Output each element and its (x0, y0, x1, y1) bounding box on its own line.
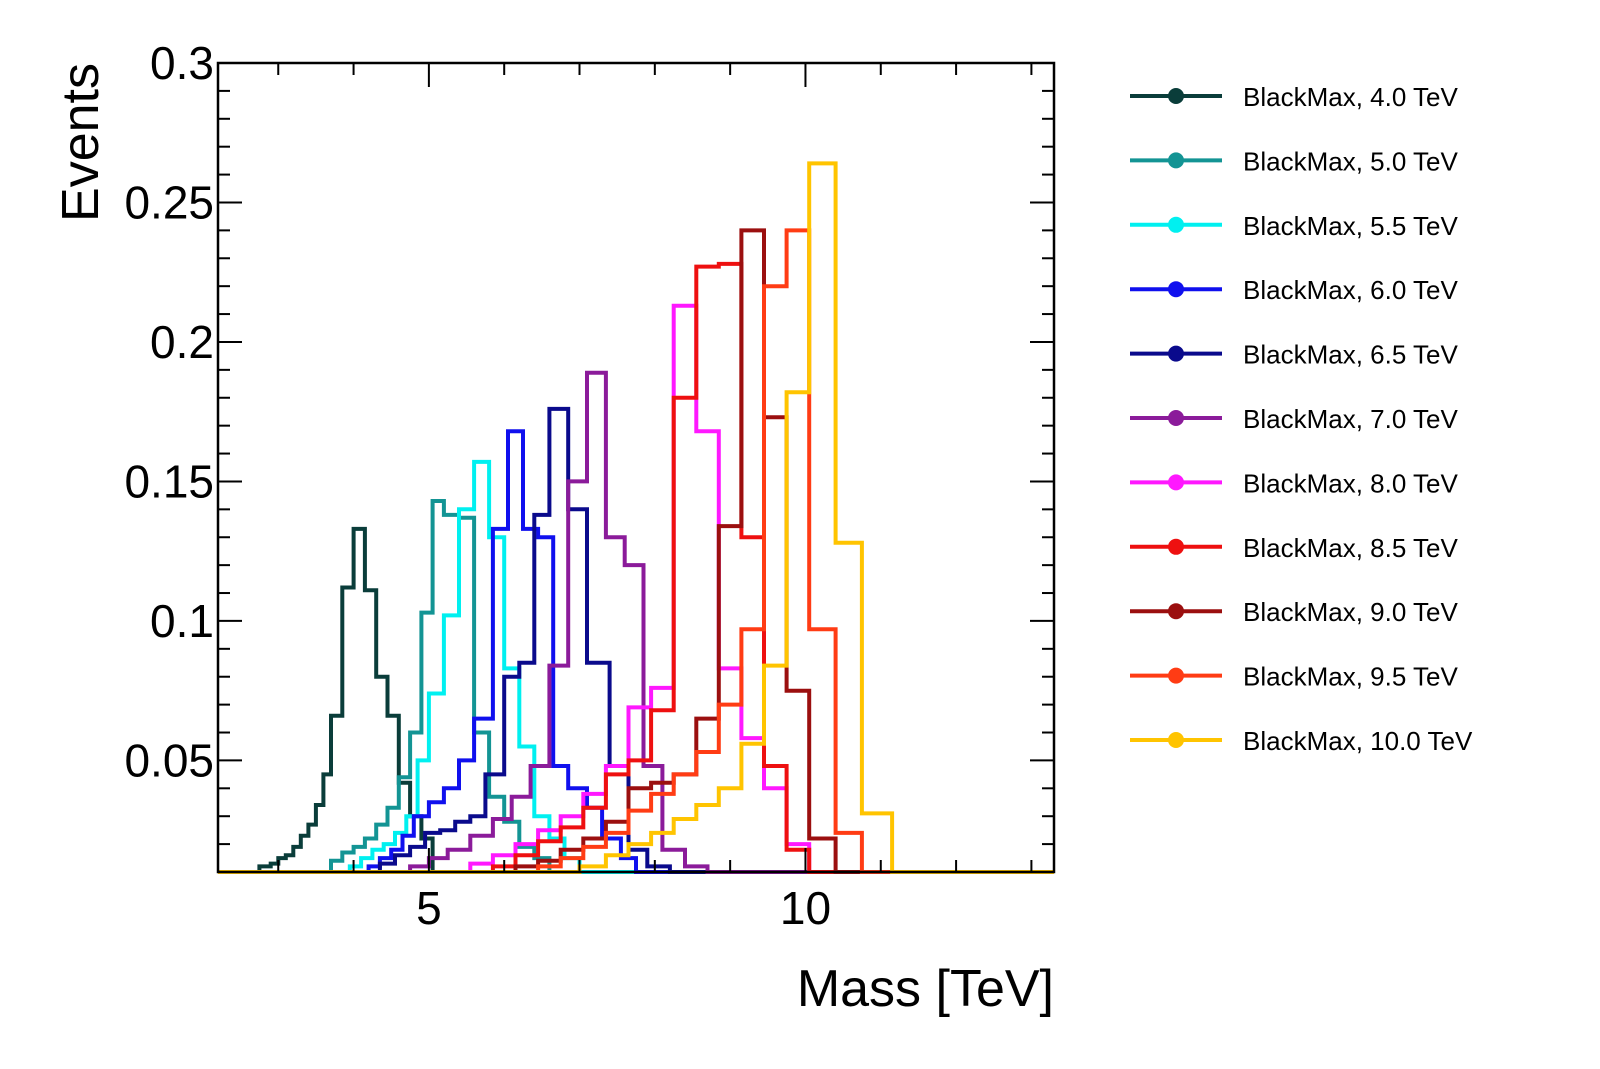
histogram-series-blackmax-5-0-tev (218, 499, 1054, 874)
y-tick-label: 0.05 (124, 734, 214, 786)
histogram-series-blackmax-9-5-tev (218, 228, 1054, 874)
legend-marker (1168, 538, 1184, 555)
y-tick-label: 0.15 (124, 455, 214, 507)
y-tick-label: 0.2 (150, 316, 214, 368)
legend-marker (1168, 410, 1184, 426)
plot-frame (216, 61, 1056, 874)
legend-marker (1168, 474, 1184, 491)
legend-label: BlackMax, 10.0 TeV (1243, 726, 1473, 756)
x-tick-label: 5 (416, 882, 442, 934)
histogram-series-blackmax-4-0-tev (218, 526, 1054, 874)
histogram-series-layer (218, 161, 1054, 874)
y-tick-label: 0.25 (124, 176, 214, 228)
y-axis-title: Events (52, 63, 110, 222)
legend-label: BlackMax, 9.0 TeV (1243, 597, 1459, 627)
legend-marker (1168, 88, 1184, 104)
axes-frame (216, 61, 1056, 874)
legend-marker (1168, 216, 1184, 233)
histogram-series-blackmax-7-0-tev (218, 370, 1054, 874)
legend-marker (1168, 667, 1184, 684)
legend-entry-blackmax-10-0-tev: BlackMax, 10.0 TeV (1130, 726, 1473, 756)
histogram-series-blackmax-9-0-tev (218, 228, 1054, 874)
legend-entry-blackmax-6-5-tev: BlackMax, 6.5 TeV (1130, 340, 1459, 370)
legend-entry-blackmax-8-5-tev: BlackMax, 8.5 TeV (1130, 533, 1459, 563)
legend-label: BlackMax, 6.5 TeV (1243, 340, 1459, 370)
legend-entry-blackmax-6-0-tev: BlackMax, 6.0 TeV (1130, 275, 1459, 305)
legend-label: BlackMax, 9.5 TeV (1243, 662, 1459, 692)
legend-entry-blackmax-5-5-tev: BlackMax, 5.5 TeV (1130, 211, 1459, 241)
legend-entry-blackmax-8-0-tev: BlackMax, 8.0 TeV (1130, 468, 1459, 498)
legend-entry-blackmax-9-5-tev: BlackMax, 9.5 TeV (1130, 662, 1459, 692)
legend-entry-blackmax-7-0-tev: BlackMax, 7.0 TeV (1130, 404, 1459, 434)
y-tick-label: 0.1 (150, 595, 214, 647)
y-tick-label: 0.3 (150, 37, 214, 89)
legend-label: BlackMax, 6.0 TeV (1243, 275, 1459, 305)
histogram-series-blackmax-10-0-tev (218, 161, 1054, 874)
legend-entry-blackmax-5-0-tev: BlackMax, 5.0 TeV (1130, 146, 1459, 176)
axis-ticks (218, 62, 1054, 872)
histogram-series-blackmax-5-5-tev (218, 459, 1054, 874)
legend-marker (1168, 603, 1184, 620)
legend-marker (1168, 732, 1184, 748)
histogram-series-blackmax-8-5-tev (218, 261, 1054, 874)
legend-marker (1168, 152, 1184, 169)
legend-marker (1168, 345, 1184, 362)
legend-entry-blackmax-4-0-tev: BlackMax, 4.0 TeV (1130, 82, 1459, 112)
legend-label: BlackMax, 8.5 TeV (1243, 533, 1459, 563)
tick-labels: 5 10 0.05 0.1 0.15 0.2 0.25 0.3 (124, 37, 831, 934)
legend-label: BlackMax, 4.0 TeV (1243, 82, 1459, 112)
legend-marker (1168, 281, 1184, 298)
x-axis-title: Mass [TeV] (797, 960, 1054, 1018)
legend-label: BlackMax, 7.0 TeV (1243, 404, 1459, 434)
legend: BlackMax, 4.0 TeV BlackMax, 5.0 TeV BlackM… (1130, 82, 1473, 756)
x-tick-label: 10 (780, 882, 831, 934)
legend-label: BlackMax, 5.0 TeV (1243, 146, 1459, 176)
legend-label: BlackMax, 5.5 TeV (1243, 211, 1459, 241)
legend-entry-blackmax-9-0-tev: BlackMax, 9.0 TeV (1130, 597, 1459, 627)
legend-label: BlackMax, 8.0 TeV (1243, 468, 1459, 498)
